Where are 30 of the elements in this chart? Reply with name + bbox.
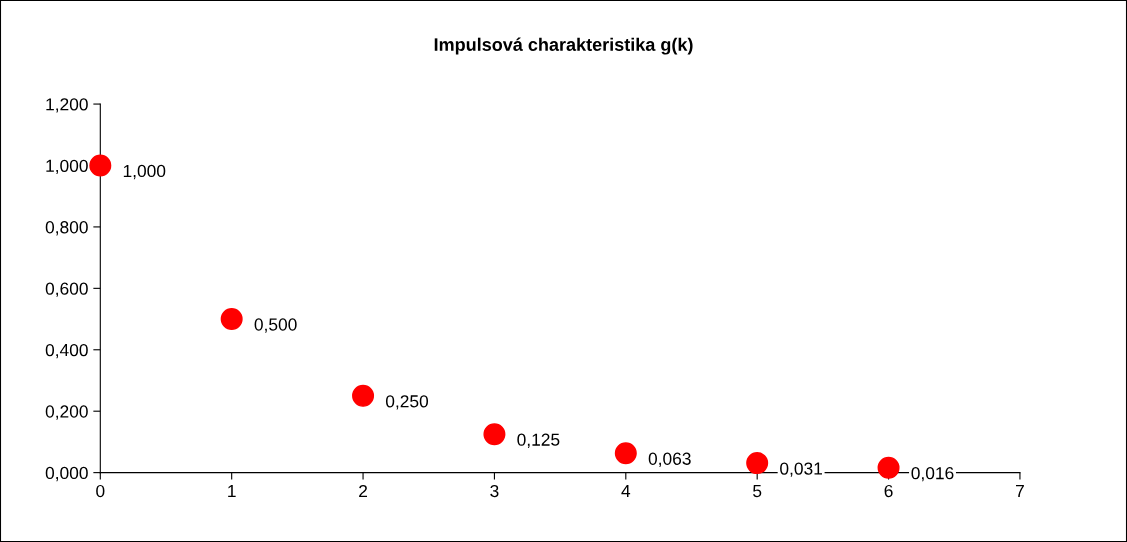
y-tick-label: 1,000 [46,159,88,174]
x-tick-label: 1 [228,485,236,498]
point [614,442,637,465]
point [746,452,769,475]
data-label: 0,063 [648,452,691,467]
y-tick-label: 0,600 [45,282,88,297]
y-tick-label: 0,800 [45,221,88,236]
x-tick-label: 2 [359,484,368,498]
data-label: 0,125 [517,433,560,448]
x-tick-label: 7 [1016,485,1024,498]
y-tick-label: 1,200 [46,98,88,113]
data-label: 1,000 [123,164,166,180]
point [220,308,243,331]
point [483,423,506,446]
data-label: 0,500 [254,318,297,333]
point [352,384,375,407]
data-label: 0,031 [780,462,822,477]
chart-title: Impulsová charakteristika g(k) [434,37,693,55]
data-label: 0,250 [385,395,429,410]
data-label: 0,016 [911,467,954,482]
y-tick-label: 0,200 [45,405,88,420]
y-tick-label: 0,000 [45,466,88,482]
x-tick-label: 3 [490,484,499,498]
x-tick-label: 5 [753,485,762,498]
point [877,456,900,479]
x-tick-label: 4 [621,485,631,498]
y-tick-label: 0,400 [45,343,88,359]
x-tick-label: 0 [96,484,105,498]
point [89,154,112,177]
x-tick-label: 6 [884,484,893,498]
